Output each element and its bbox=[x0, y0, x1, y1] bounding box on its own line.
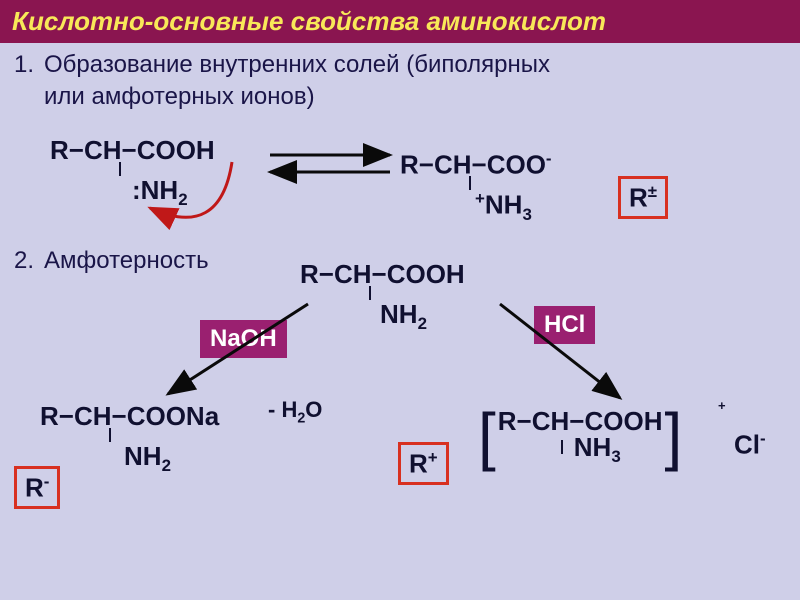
byproduct-water: - H2O bbox=[268, 396, 322, 428]
formula-text: NH bbox=[124, 441, 162, 471]
amphoteric-center-bot: NH2 bbox=[380, 298, 427, 334]
superscript: - bbox=[760, 429, 766, 448]
result-box: R- bbox=[14, 466, 60, 509]
formula-text: NH bbox=[380, 299, 418, 329]
product-zwitterion-right: R−CH−COO- bbox=[400, 148, 552, 181]
formula-text: NH bbox=[574, 432, 612, 462]
label-box: HCl bbox=[534, 306, 595, 344]
reactant-zwitterion-left-nh2: :NH2 bbox=[132, 174, 188, 210]
subscript: 2 bbox=[418, 314, 427, 333]
box-text: R bbox=[25, 473, 44, 503]
point2-text: Амфотерность bbox=[44, 246, 209, 276]
slide-title: Кислотно-основные свойства аминокислот bbox=[0, 0, 800, 43]
superscript: + bbox=[718, 398, 726, 413]
text: - H bbox=[268, 397, 297, 422]
right-bracket: ] bbox=[664, 411, 682, 462]
subscript: 3 bbox=[611, 447, 620, 466]
superscript: + bbox=[428, 448, 438, 467]
superscript: ± bbox=[648, 182, 657, 201]
point1-line1: Образование внутренних солей (биполярных bbox=[44, 50, 550, 80]
subscript: 2 bbox=[178, 190, 187, 209]
label-box: NaOH bbox=[200, 320, 287, 358]
amphoteric-center-top: R−CH−COOH bbox=[300, 258, 465, 291]
point1-line2: или амфотерных ионов) bbox=[44, 82, 315, 112]
r-minus-box: R- bbox=[14, 466, 60, 509]
product-zwitterion-right-nh3: +NH3 bbox=[475, 188, 532, 225]
subscript: 2 bbox=[162, 456, 171, 475]
superscript: + bbox=[475, 189, 485, 208]
product-na-salt-top: R−CH−COONa bbox=[40, 400, 219, 433]
result-box: R+ bbox=[398, 442, 449, 485]
product-hcl-salt: [ R−CH−COOH NH3 ] bbox=[478, 408, 682, 466]
naoh-label: NaOH bbox=[200, 320, 287, 358]
point2-number: 2. bbox=[14, 246, 34, 276]
result-box: R± bbox=[618, 176, 668, 219]
formula-text: R−CH−COOH bbox=[300, 259, 465, 289]
box-text: R bbox=[629, 183, 648, 213]
counterion-cl: Cl- bbox=[734, 428, 766, 461]
slide: Кислотно-основные свойства аминокислот 1… bbox=[0, 0, 800, 600]
product-hcl-charge: + bbox=[718, 398, 726, 425]
r-plus-box: R+ bbox=[398, 442, 449, 485]
formula-text: NH bbox=[485, 190, 523, 220]
r-plusminus-box: R± bbox=[618, 176, 668, 219]
superscript: - bbox=[44, 472, 50, 491]
hcl-label: HCl bbox=[534, 306, 595, 344]
point1-number: 1. bbox=[14, 50, 34, 80]
product-na-salt-bot: NH2 bbox=[124, 440, 171, 476]
left-bracket: [ bbox=[478, 411, 496, 462]
formula-text: R−CH−COO bbox=[400, 150, 546, 180]
formula-text: R−CH−COONa bbox=[40, 401, 219, 431]
text: Cl bbox=[734, 430, 760, 460]
formula-text: R−CH−COOH bbox=[50, 135, 215, 165]
subscript: 3 bbox=[522, 205, 531, 224]
reactant-zwitterion-left: R−CH−COOH bbox=[50, 134, 215, 167]
superscript: - bbox=[546, 149, 552, 168]
box-text: R bbox=[409, 449, 428, 479]
text: O bbox=[305, 397, 322, 422]
formula-text: :NH bbox=[132, 175, 178, 205]
